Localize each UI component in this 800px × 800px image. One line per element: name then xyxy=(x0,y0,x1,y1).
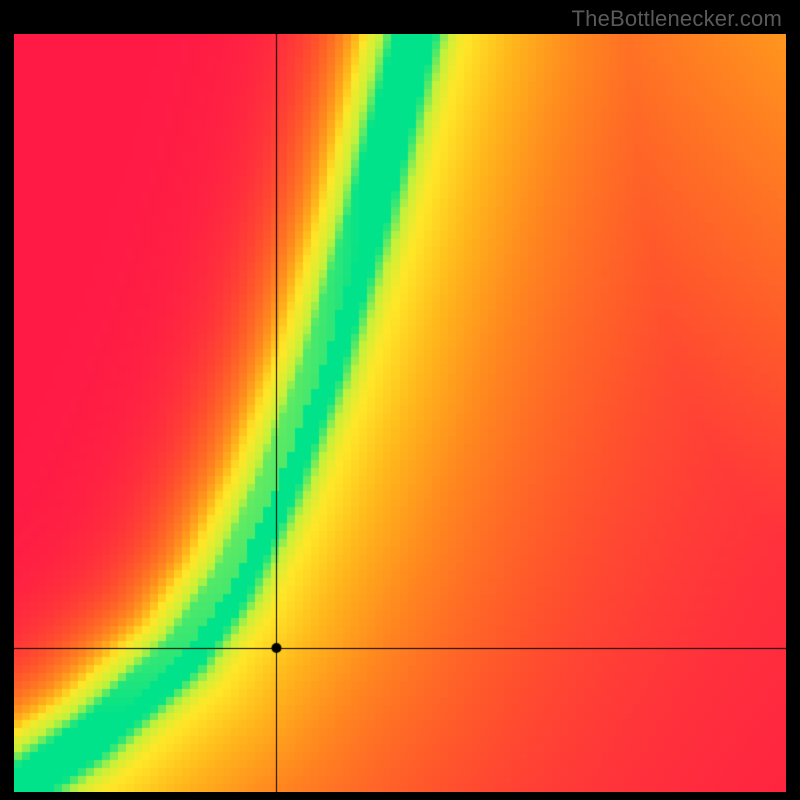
figure-container: TheBottlenecker.com xyxy=(0,0,800,800)
watermark-text: TheBottlenecker.com xyxy=(572,6,782,32)
bottleneck-heatmap xyxy=(14,34,786,792)
